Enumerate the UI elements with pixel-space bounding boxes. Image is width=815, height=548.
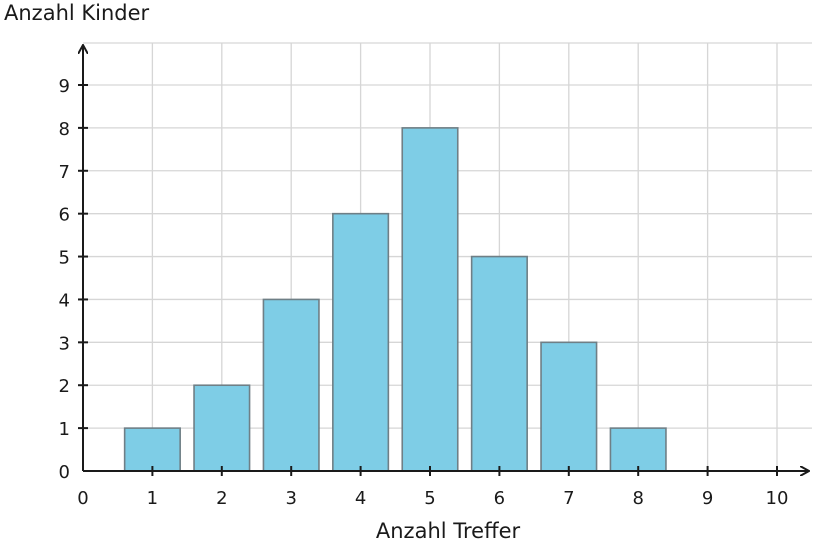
bars (123, 127, 667, 472)
bar (193, 384, 251, 472)
y-tick-label: 3 (59, 333, 70, 354)
x-axis-title: Anzahl Treffer (376, 519, 521, 543)
x-tick-label: 10 (766, 488, 789, 509)
y-tick-label: 2 (59, 376, 70, 397)
x-tick-label: 7 (563, 488, 574, 509)
bar (470, 255, 528, 472)
bar (609, 427, 667, 472)
y-tick-label: 9 (59, 76, 70, 97)
bar (123, 427, 181, 472)
x-tick-label: 6 (494, 488, 505, 509)
y-tick-label: 0 (59, 462, 70, 483)
bar (332, 212, 390, 472)
y-axis-title: Anzahl Kinder (4, 1, 150, 25)
x-tick-label: 0 (77, 488, 88, 509)
axes (83, 46, 808, 471)
x-tick-label: 3 (285, 488, 296, 509)
bar (401, 127, 459, 472)
y-tick-label: 5 (59, 248, 70, 269)
x-tick-label: 5 (424, 488, 435, 509)
y-tick-label: 6 (59, 205, 70, 226)
y-tick-label: 4 (59, 290, 70, 311)
ticks: 0 1 2 3 4 5 6 7 8 9 10 0 1 2 3 4 5 6 7 8 9 (59, 76, 789, 509)
bar (540, 341, 598, 472)
x-tick-label: 9 (702, 488, 713, 509)
y-tick-label: 1 (59, 419, 70, 440)
x-tick-label: 2 (216, 488, 227, 509)
x-tick-label: 1 (147, 488, 158, 509)
bar (262, 298, 320, 472)
y-tick-label: 7 (59, 162, 70, 183)
y-tick-label: 8 (59, 119, 70, 140)
x-tick-label: 8 (632, 488, 643, 509)
x-tick-label: 4 (355, 488, 366, 509)
